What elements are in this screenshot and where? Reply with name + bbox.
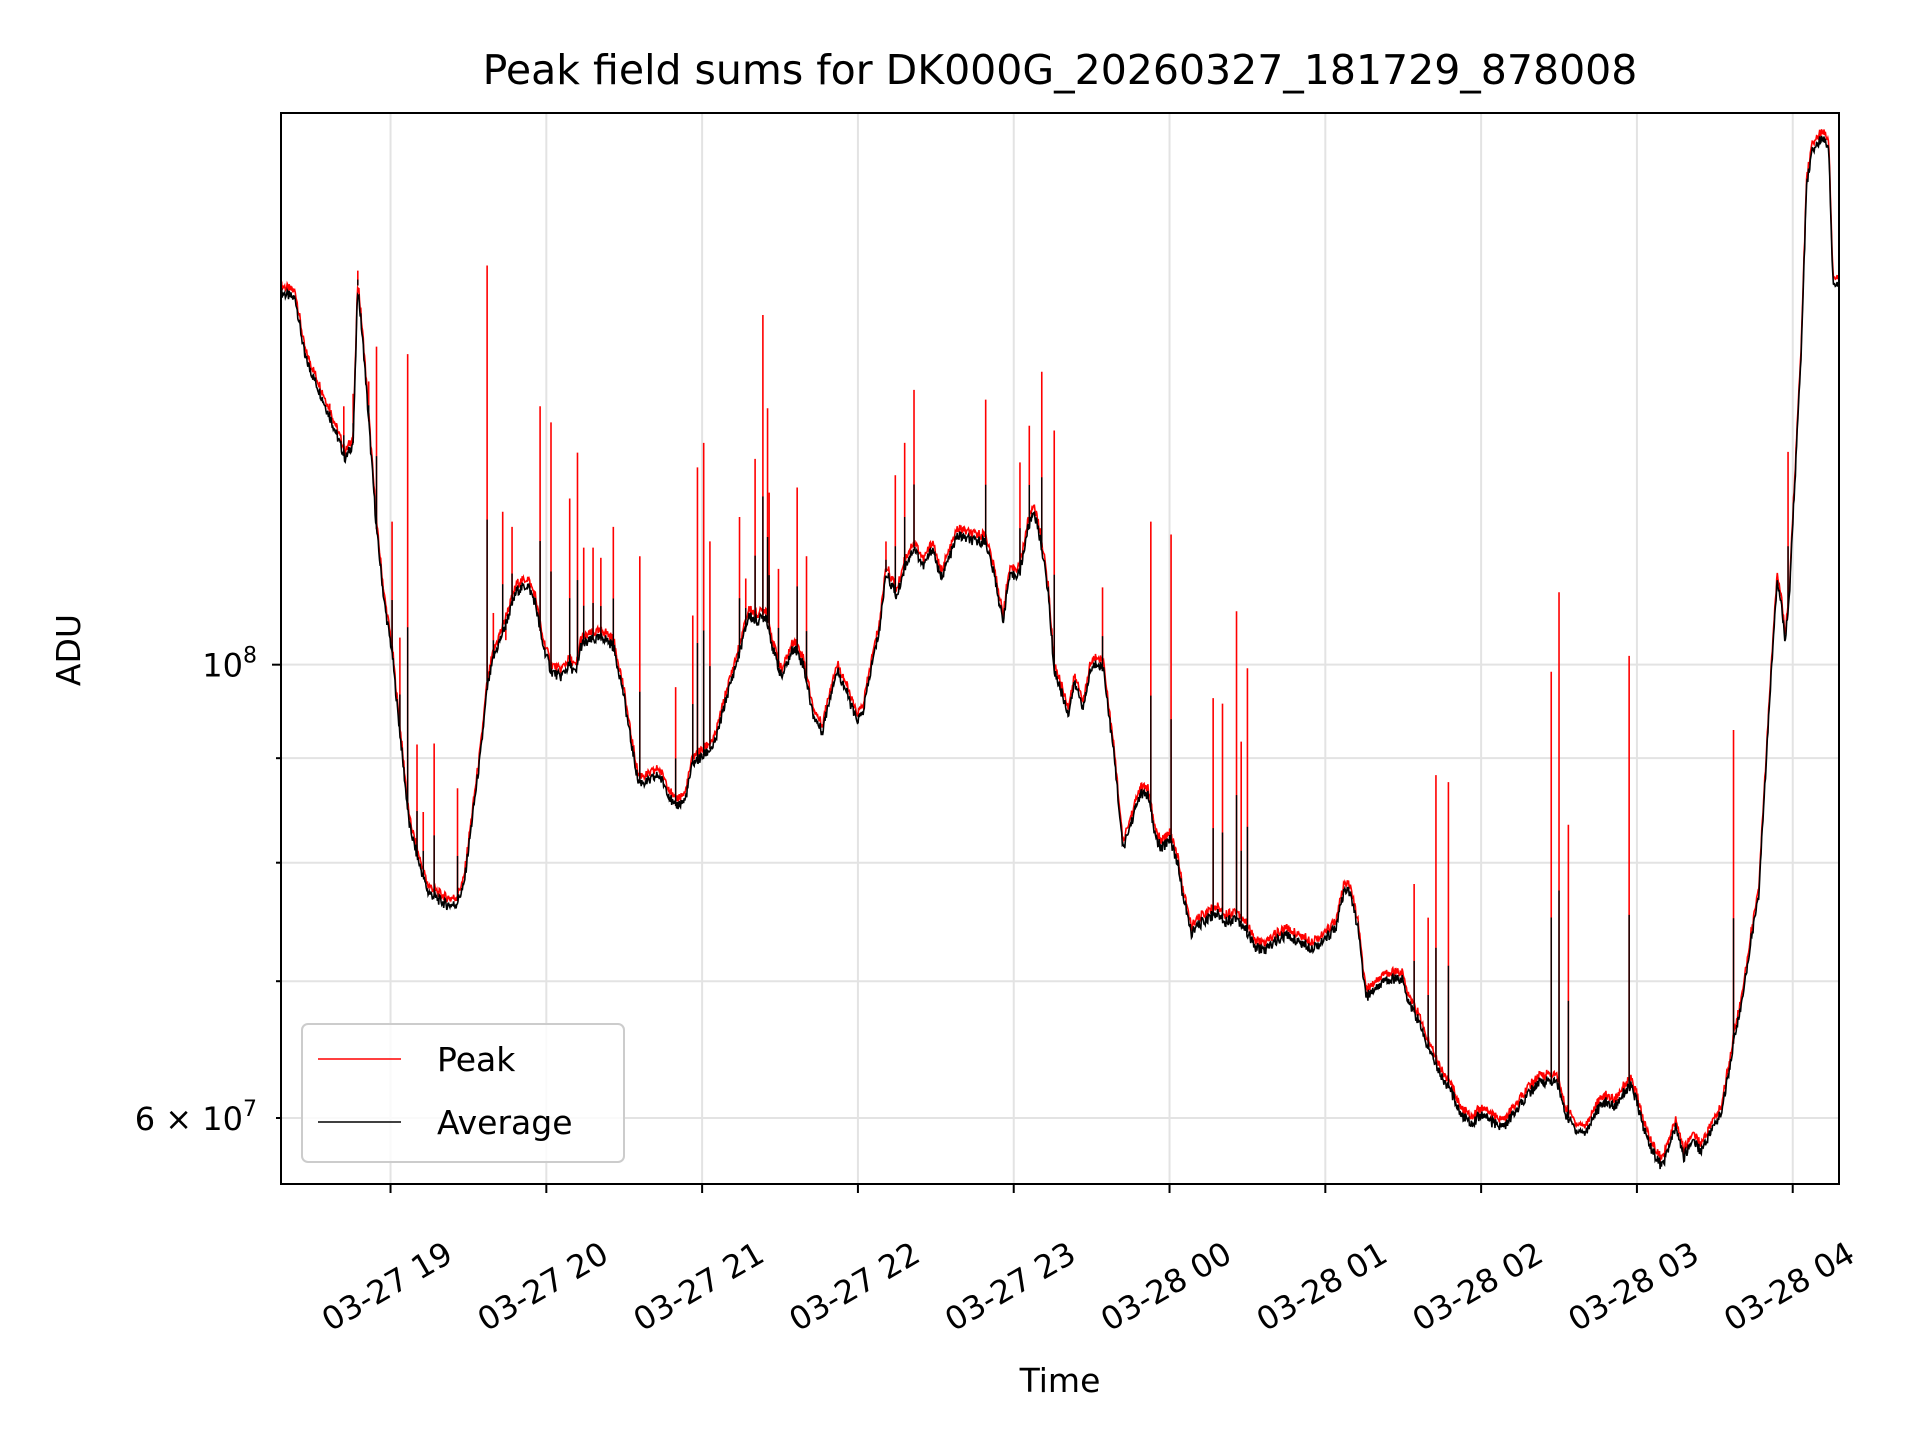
y-tick-label-base: 6 × 10: [135, 1100, 243, 1138]
y-tick-label-base: 10: [202, 647, 243, 685]
y-tick-label: 108: [202, 644, 257, 685]
y-tick-label-exponent: 7: [243, 1097, 257, 1122]
y-tick-label-exponent: 8: [243, 644, 257, 669]
y-axis: 108 6 × 107: [135, 644, 281, 1138]
chart-title: Peak field sums for DK000G_20260327_1817…: [483, 46, 1638, 94]
y-tick-label: 6 × 107: [135, 1097, 257, 1138]
y-axis-label: ADU: [49, 614, 88, 686]
plot-frame: [280, 112, 1840, 1185]
legend-peak-label: Peak: [437, 1040, 516, 1079]
x-axis-label: Time: [1019, 1361, 1101, 1400]
series-average: [281, 135, 1839, 1170]
legend-average-label: Average: [437, 1103, 573, 1142]
legend: Peak Average: [301, 1023, 625, 1163]
